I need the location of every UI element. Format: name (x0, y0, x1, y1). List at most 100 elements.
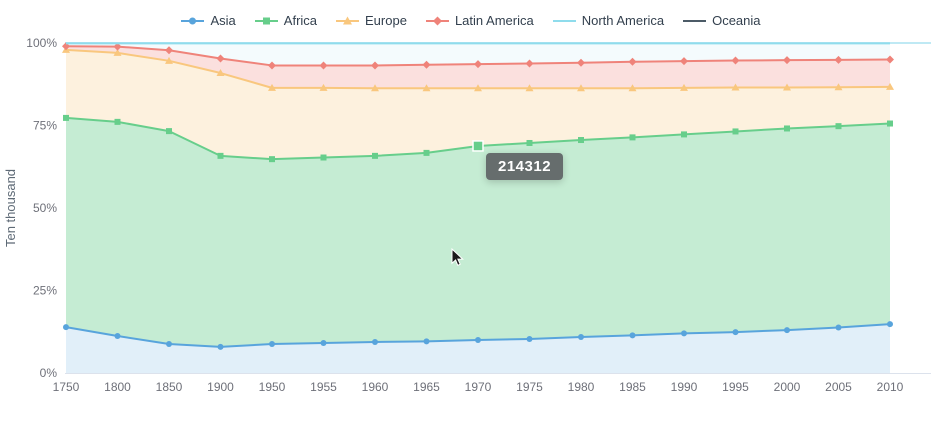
x-axis-label: 1995 (722, 380, 749, 394)
point-europe-1990[interactable] (680, 83, 688, 91)
point-africa-1960[interactable] (372, 152, 378, 159)
y-axis-label: 100% (26, 36, 57, 50)
point-europe-1950[interactable] (268, 83, 276, 91)
point-asia-1975[interactable] (526, 336, 533, 343)
highlighted-point-africa-1970[interactable] (472, 140, 484, 152)
x-axis-label: 1965 (413, 380, 440, 394)
x-axis-label: 1750 (53, 380, 80, 394)
point-europe-1985[interactable] (628, 84, 637, 92)
point-asia-1960[interactable] (372, 338, 378, 345)
x-axis-label: 1955 (310, 380, 337, 394)
point-africa-1950[interactable] (269, 156, 275, 163)
point-latin-america-1950[interactable] (268, 61, 276, 70)
europe-legend-marker-icon (336, 16, 360, 24)
point-africa-1985[interactable] (629, 134, 636, 141)
point-europe-2010[interactable] (886, 82, 894, 90)
point-africa-1955[interactable] (320, 154, 327, 161)
legend-item-africa[interactable]: Africa (254, 13, 317, 28)
point-africa-1975[interactable] (526, 139, 533, 146)
point-africa-1900[interactable] (217, 152, 224, 159)
point-africa-1990[interactable] (681, 131, 687, 138)
point-latin-america-1900[interactable] (216, 54, 225, 63)
point-asia-1985[interactable] (629, 332, 636, 339)
point-asia-1900[interactable] (217, 343, 224, 350)
legend-item-asia[interactable]: Asia (180, 13, 236, 28)
point-europe-1850[interactable] (165, 56, 173, 64)
legend: Asia Africa Europe Latin America North Ameri… (0, 13, 941, 28)
point-asia-1970[interactable] (475, 337, 481, 343)
x-axis-label: 2000 (774, 380, 801, 394)
legend-label: Asia (210, 13, 236, 28)
point-africa-1995[interactable] (732, 128, 739, 135)
point-latin-america-2010[interactable] (886, 55, 894, 64)
point-africa-2010[interactable] (887, 120, 893, 127)
point-latin-america-1960[interactable] (371, 61, 379, 70)
legend-item-europe[interactable]: Europe (335, 13, 407, 28)
legend-item-oceania[interactable]: Oceania (682, 13, 761, 28)
x-axis-label: 1985 (619, 380, 646, 394)
point-asia-1950[interactable] (269, 340, 275, 347)
north-america-legend-marker-icon (552, 19, 576, 22)
point-latin-america-1970[interactable] (474, 60, 482, 69)
point-africa-2000[interactable] (784, 125, 790, 132)
point-europe-1800[interactable] (113, 48, 122, 56)
legend-label: Latin America (454, 13, 534, 28)
point-latin-america-1995[interactable] (731, 56, 740, 65)
y-axis-label: 0% (40, 366, 58, 380)
point-africa-1980[interactable] (578, 137, 584, 144)
plot-area[interactable] (65, 43, 931, 373)
point-asia-2010[interactable] (887, 321, 893, 328)
point-europe-1965[interactable] (422, 84, 431, 92)
point-asia-2000[interactable] (784, 327, 790, 334)
point-asia-1980[interactable] (578, 334, 584, 341)
point-europe-1960[interactable] (371, 84, 379, 92)
point-africa-1750[interactable] (63, 114, 69, 121)
point-latin-america-1985[interactable] (628, 57, 637, 66)
point-latin-america-1980[interactable] (577, 58, 585, 67)
x-axis-label: 1975 (516, 380, 543, 394)
x-axis-label: 2005 (825, 380, 852, 394)
point-africa-1965[interactable] (423, 149, 430, 156)
point-africa-2005[interactable] (835, 123, 842, 130)
point-latin-america-1990[interactable] (680, 57, 688, 66)
point-latin-america-1850[interactable] (165, 46, 173, 55)
x-axis-label: 1980 (568, 380, 595, 394)
africa-legend-marker-icon (254, 17, 278, 24)
point-europe-1900[interactable] (216, 69, 225, 77)
y-axis-label: 50% (33, 201, 57, 215)
point-latin-america-2000[interactable] (783, 56, 791, 65)
point-europe-1975[interactable] (525, 84, 534, 92)
point-europe-1955[interactable] (319, 83, 328, 91)
point-asia-1965[interactable] (423, 338, 430, 345)
point-africa-1850[interactable] (166, 128, 172, 135)
point-asia-1750[interactable] (63, 324, 69, 331)
x-axis-label: 1960 (362, 380, 389, 394)
point-europe-1995[interactable] (731, 83, 740, 91)
legend-item-north-america[interactable]: North America (552, 13, 664, 28)
point-europe-2000[interactable] (783, 83, 791, 91)
legend-label: North America (581, 13, 665, 28)
point-latin-america-1965[interactable] (422, 60, 431, 69)
point-asia-1850[interactable] (166, 340, 172, 347)
point-latin-america-1955[interactable] (319, 61, 328, 70)
point-asia-1990[interactable] (681, 330, 687, 337)
point-asia-1955[interactable] (320, 339, 327, 346)
legend-label: Oceania (712, 13, 761, 28)
point-asia-1995[interactable] (732, 329, 739, 336)
x-axis-label: 1850 (156, 380, 183, 394)
point-europe-1980[interactable] (577, 84, 585, 92)
point-latin-america-1975[interactable] (525, 59, 534, 68)
legend-item-latin-america[interactable]: Latin America (425, 13, 534, 28)
point-latin-america-1800[interactable] (113, 42, 122, 51)
point-asia-1800[interactable] (114, 333, 121, 340)
point-europe-1970[interactable] (474, 84, 482, 92)
point-latin-america-2005[interactable] (834, 55, 843, 64)
point-asia-2005[interactable] (835, 324, 842, 331)
point-europe-2005[interactable] (834, 83, 843, 91)
x-axis-label: 1800 (104, 380, 131, 394)
point-africa-1800[interactable] (114, 118, 121, 125)
x-axis-label: 1950 (259, 380, 286, 394)
series-area-africa (66, 117, 890, 347)
